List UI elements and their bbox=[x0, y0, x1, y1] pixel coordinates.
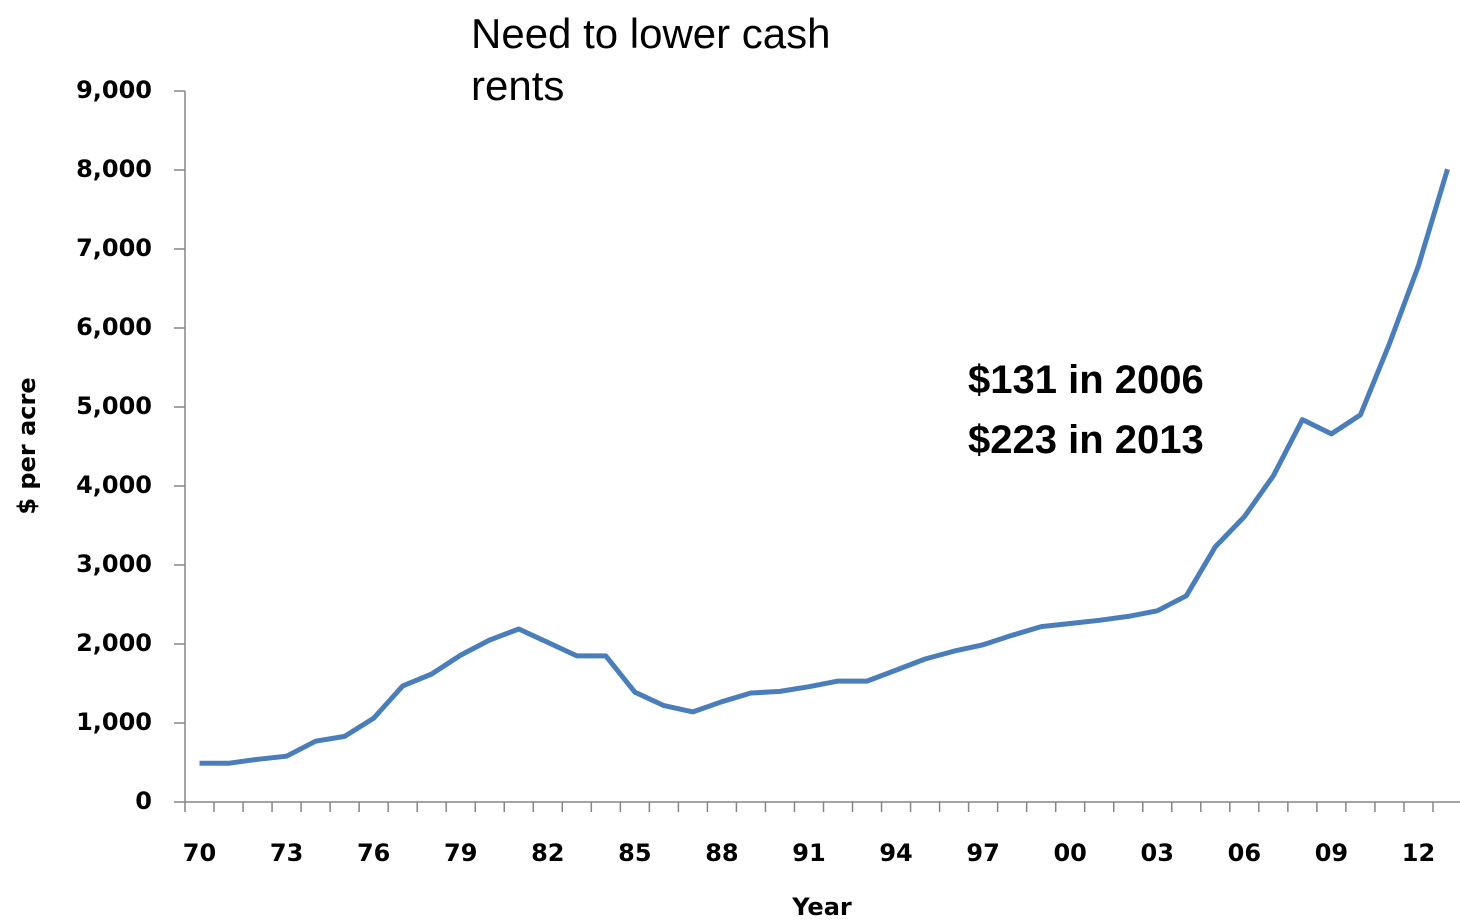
x-tick-label: 85 bbox=[618, 839, 651, 867]
y-tick-label: 4,000 bbox=[76, 471, 152, 499]
y-tick-label: 2,000 bbox=[76, 629, 152, 657]
line bbox=[199, 168, 1450, 766]
y-tick-label: 0 bbox=[135, 787, 152, 815]
x-tick-label: 00 bbox=[1053, 839, 1086, 867]
x-tick-label: 12 bbox=[1402, 839, 1435, 867]
x-axis-label: Year bbox=[791, 893, 852, 921]
annotation: $131 in 2006 bbox=[968, 358, 1204, 402]
x-tick-label: 97 bbox=[966, 839, 999, 867]
x-tick-label: 70 bbox=[183, 839, 216, 867]
x-tick-label: 79 bbox=[444, 839, 477, 867]
x-tick-label: 73 bbox=[270, 839, 303, 867]
x-tick-label: 88 bbox=[705, 839, 738, 867]
y-tick-label: 5,000 bbox=[76, 392, 152, 420]
x-tick-label: 03 bbox=[1141, 839, 1174, 867]
chart-title: Need to lower cash rents bbox=[471, 10, 831, 109]
annotation: $223 in 2013 bbox=[968, 418, 1204, 462]
y-tick-label: 1,000 bbox=[76, 708, 152, 736]
y-tick-label: 8,000 bbox=[76, 155, 152, 183]
x-tick-label: 06 bbox=[1228, 839, 1261, 867]
x-tick-label: 91 bbox=[792, 839, 825, 867]
y-tick-label: 7,000 bbox=[76, 234, 152, 262]
y-tick-label: 6,000 bbox=[76, 313, 152, 341]
x-tick-label: 76 bbox=[357, 839, 390, 867]
y-axis-label: $ per acre bbox=[13, 377, 41, 514]
x-tick-label: 94 bbox=[879, 839, 912, 867]
y-tick-label: 3,000 bbox=[76, 550, 152, 578]
y-tick-label: 9,000 bbox=[76, 76, 152, 104]
x-tick-label: 09 bbox=[1315, 839, 1348, 867]
x-tick-label: 82 bbox=[531, 839, 564, 867]
